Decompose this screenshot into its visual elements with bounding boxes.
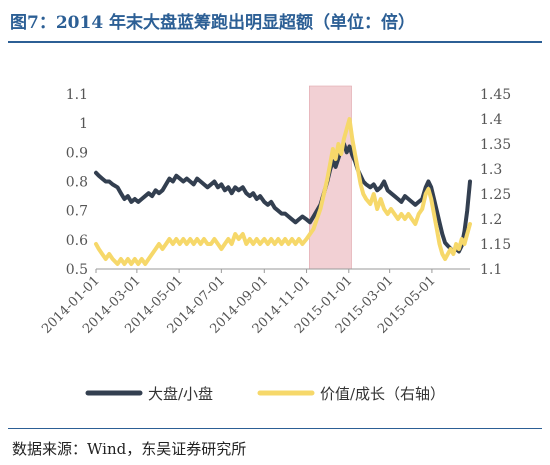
- x-axis-ticks: 2014-01-012014-03-012014-05-012014-07-01…: [39, 269, 439, 337]
- line-chart: 1.110.90.80.70.60.5 1.451.41.351.31.251.…: [39, 85, 511, 403]
- plot-area: [94, 85, 472, 270]
- left-axis-ticks: 1.1 1 0.9 0.8 0.7 0.6 0.5: [66, 87, 88, 278]
- title-divider: [8, 41, 542, 43]
- chart-title: 图7：2014 年末大盘蓝筹跑出明显超额（单位：倍）: [10, 13, 416, 33]
- series-line-2: [94, 117, 472, 266]
- right-tick-label: 1.1: [480, 262, 502, 278]
- right-tick-label: 1.15: [480, 237, 511, 253]
- left-tick-label: 0.8: [66, 175, 88, 191]
- right-tick-label: 1.45: [480, 87, 511, 103]
- left-tick-label: 0.6: [66, 233, 88, 249]
- right-tick-label: 1.35: [480, 137, 511, 153]
- left-tick-label: 1.1: [66, 87, 88, 103]
- left-tick-label: 0.5: [66, 262, 88, 278]
- legend-label-2: 价值/成长（右轴）: [320, 385, 445, 403]
- highlight-band: [309, 85, 352, 270]
- right-tick-label: 1.4: [480, 112, 502, 128]
- left-tick-label: 0.7: [66, 204, 88, 220]
- source-note: 数据来源：Wind，东吴证券研究所: [12, 440, 247, 458]
- series-line-1: [94, 141, 472, 254]
- right-tick-label: 1.25: [480, 187, 511, 203]
- legend: 大盘/小盘 价值/成长（右轴）: [85, 385, 445, 403]
- right-axis-ticks: 1.45 1.4 1.35 1.3 1.25 1.2 1.15 1.1: [480, 87, 511, 278]
- left-tick-label: 0.9: [66, 145, 88, 161]
- right-tick-label: 1.2: [480, 212, 502, 228]
- right-tick-label: 1.3: [480, 162, 502, 178]
- left-tick-label: 1: [79, 116, 88, 132]
- source-divider: [8, 428, 542, 429]
- legend-label-1: 大盘/小盘: [148, 385, 213, 403]
